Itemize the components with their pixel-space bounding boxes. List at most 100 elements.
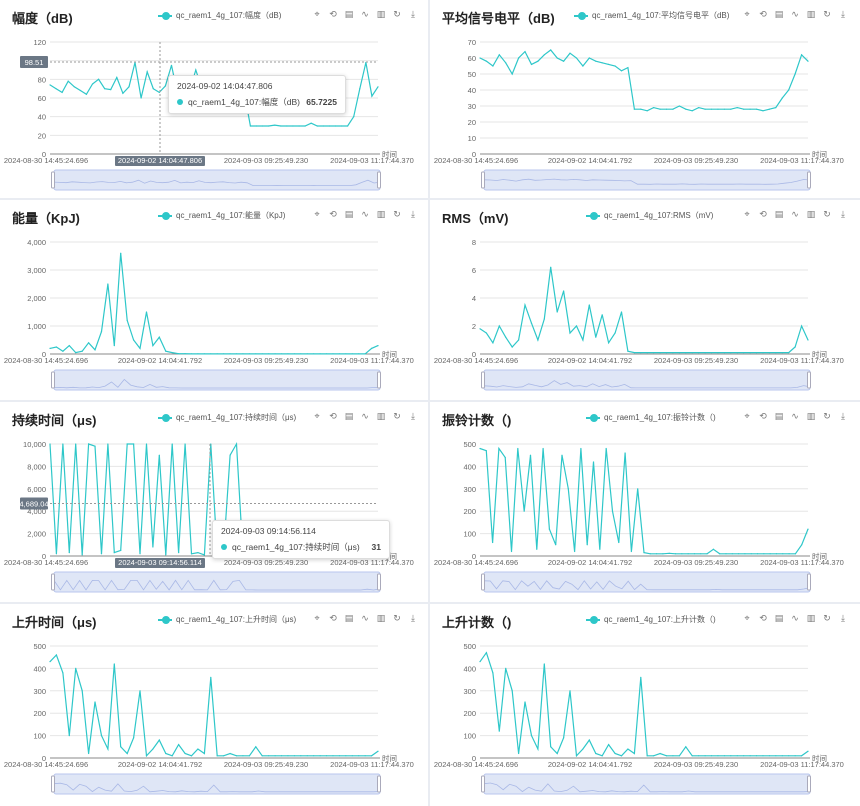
data-zoom-track[interactable] xyxy=(483,369,811,391)
download-icon[interactable]: ⤓ xyxy=(841,411,845,421)
data-zoom-handle[interactable] xyxy=(807,371,811,389)
legend-item[interactable]: qc_raem1_4g_107:平均信号电平（dB) xyxy=(574,10,729,21)
data-zoom-track[interactable] xyxy=(53,773,381,795)
data-zoom-handle[interactable] xyxy=(51,775,55,793)
zoom-reset-icon[interactable]: ⟲ xyxy=(759,209,767,219)
data-view-icon[interactable]: ▤ xyxy=(774,209,784,219)
legend-item[interactable]: qc_raem1_4g_107:上升计数（) xyxy=(586,614,716,625)
legend-item[interactable]: qc_raem1_4g_107:振铃计数（) xyxy=(586,412,716,423)
data-zoom-slider[interactable] xyxy=(51,369,381,391)
bar-type-icon[interactable]: ▥ xyxy=(376,9,386,19)
legend-item[interactable]: qc_raem1_4g_107:幅度（dB) xyxy=(158,10,281,21)
download-icon[interactable]: ⤓ xyxy=(411,9,415,19)
zoom-reset-icon[interactable]: ⟲ xyxy=(329,613,337,623)
series-line[interactable] xyxy=(479,446,809,555)
line-type-icon[interactable]: ∿ xyxy=(361,411,369,421)
zoom-reset-icon[interactable]: ⟲ xyxy=(759,9,767,19)
legend-item[interactable]: qc_raem1_4g_107:能量（KpJ) xyxy=(158,210,285,221)
series-line[interactable] xyxy=(479,651,809,758)
data-zoom-slider[interactable] xyxy=(481,369,811,391)
data-view-icon[interactable]: ▤ xyxy=(344,209,354,219)
data-zoom-handle[interactable] xyxy=(377,775,381,793)
data-zoom-handle[interactable] xyxy=(807,775,811,793)
download-icon[interactable]: ⤓ xyxy=(411,613,415,623)
data-zoom-slider[interactable] xyxy=(51,571,381,593)
legend-item[interactable]: qc_raem1_4g_107:持续时间（μs) xyxy=(158,412,296,423)
data-zoom-handle[interactable] xyxy=(807,171,811,189)
data-zoom-handle[interactable] xyxy=(481,171,485,189)
zoom-icon[interactable]: ⌖ xyxy=(744,9,750,19)
restore-icon[interactable]: ↻ xyxy=(823,411,831,421)
line-type-icon[interactable]: ∿ xyxy=(361,613,369,623)
download-icon[interactable]: ⤓ xyxy=(411,411,415,421)
data-zoom-handle[interactable] xyxy=(481,775,485,793)
zoom-reset-icon[interactable]: ⟲ xyxy=(329,209,337,219)
bar-type-icon[interactable]: ▥ xyxy=(806,411,816,421)
legend-item[interactable]: qc_raem1_4g_107:RMS（mV) xyxy=(586,210,713,221)
restore-icon[interactable]: ↻ xyxy=(393,9,401,19)
data-zoom-handle[interactable] xyxy=(51,573,55,591)
zoom-reset-icon[interactable]: ⟲ xyxy=(329,411,337,421)
data-zoom-handle[interactable] xyxy=(377,573,381,591)
data-zoom-handle[interactable] xyxy=(377,371,381,389)
data-zoom-slider[interactable] xyxy=(51,169,381,191)
zoom-icon[interactable]: ⌖ xyxy=(744,209,750,219)
data-zoom-track[interactable] xyxy=(483,773,811,795)
data-zoom-handle[interactable] xyxy=(51,371,55,389)
zoom-icon[interactable]: ⌖ xyxy=(314,209,320,219)
data-zoom-handle[interactable] xyxy=(481,573,485,591)
zoom-reset-icon[interactable]: ⟲ xyxy=(329,9,337,19)
download-icon[interactable]: ⤓ xyxy=(841,9,845,19)
download-icon[interactable]: ⤓ xyxy=(841,613,845,623)
data-zoom-handle[interactable] xyxy=(51,171,55,189)
bar-type-icon[interactable]: ▥ xyxy=(806,209,816,219)
series-line[interactable] xyxy=(479,49,809,112)
data-view-icon[interactable]: ▤ xyxy=(774,613,784,623)
series-line[interactable] xyxy=(49,653,379,758)
bar-type-icon[interactable]: ▥ xyxy=(806,613,816,623)
data-view-icon[interactable]: ▤ xyxy=(774,9,784,19)
series-line[interactable] xyxy=(479,267,809,354)
restore-icon[interactable]: ↻ xyxy=(393,209,401,219)
download-icon[interactable]: ⤓ xyxy=(411,209,415,219)
zoom-reset-icon[interactable]: ⟲ xyxy=(759,411,767,421)
data-zoom-track[interactable] xyxy=(53,169,381,191)
zoom-icon[interactable]: ⌖ xyxy=(744,411,750,421)
download-icon[interactable]: ⤓ xyxy=(841,209,845,219)
data-zoom-handle[interactable] xyxy=(807,573,811,591)
data-zoom-track[interactable] xyxy=(53,571,381,593)
restore-icon[interactable]: ↻ xyxy=(393,411,401,421)
line-type-icon[interactable]: ∿ xyxy=(791,209,799,219)
zoom-icon[interactable]: ⌖ xyxy=(314,411,320,421)
line-type-icon[interactable]: ∿ xyxy=(791,613,799,623)
line-type-icon[interactable]: ∿ xyxy=(791,411,799,421)
restore-icon[interactable]: ↻ xyxy=(823,9,831,19)
data-view-icon[interactable]: ▤ xyxy=(344,9,354,19)
line-type-icon[interactable]: ∿ xyxy=(361,9,369,19)
zoom-icon[interactable]: ⌖ xyxy=(314,613,320,623)
data-view-icon[interactable]: ▤ xyxy=(344,411,354,421)
data-zoom-slider[interactable] xyxy=(481,773,811,795)
data-point xyxy=(75,667,77,669)
data-zoom-slider[interactable] xyxy=(481,169,811,191)
data-zoom-handle[interactable] xyxy=(481,371,485,389)
zoom-reset-icon[interactable]: ⟲ xyxy=(759,613,767,623)
data-zoom-slider[interactable] xyxy=(51,773,381,795)
bar-type-icon[interactable]: ▥ xyxy=(376,411,386,421)
data-view-icon[interactable]: ▤ xyxy=(344,613,354,623)
zoom-icon[interactable]: ⌖ xyxy=(314,9,320,19)
line-type-icon[interactable]: ∿ xyxy=(361,209,369,219)
data-zoom-handle[interactable] xyxy=(377,171,381,189)
series-line[interactable] xyxy=(49,253,379,355)
restore-icon[interactable]: ↻ xyxy=(823,209,831,219)
restore-icon[interactable]: ↻ xyxy=(823,613,831,623)
zoom-icon[interactable]: ⌖ xyxy=(744,613,750,623)
bar-type-icon[interactable]: ▥ xyxy=(806,9,816,19)
data-view-icon[interactable]: ▤ xyxy=(774,411,784,421)
restore-icon[interactable]: ↻ xyxy=(393,613,401,623)
data-zoom-slider[interactable] xyxy=(481,571,811,593)
line-type-icon[interactable]: ∿ xyxy=(791,9,799,19)
bar-type-icon[interactable]: ▥ xyxy=(376,209,386,219)
bar-type-icon[interactable]: ▥ xyxy=(376,613,386,623)
legend-item[interactable]: qc_raem1_4g_107:上升时间（μs) xyxy=(158,614,296,625)
